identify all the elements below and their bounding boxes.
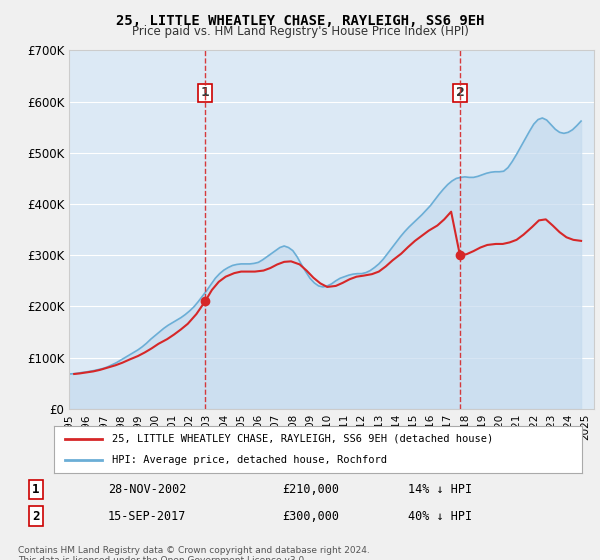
Text: 1: 1: [201, 86, 209, 99]
Text: 15-SEP-2017: 15-SEP-2017: [108, 510, 187, 522]
Text: 28-NOV-2002: 28-NOV-2002: [108, 483, 187, 496]
Text: 2: 2: [455, 86, 464, 99]
Text: 2: 2: [32, 510, 40, 522]
Text: HPI: Average price, detached house, Rochford: HPI: Average price, detached house, Roch…: [112, 455, 387, 465]
Text: 14% ↓ HPI: 14% ↓ HPI: [408, 483, 472, 496]
Text: £210,000: £210,000: [282, 483, 339, 496]
Text: 25, LITTLE WHEATLEY CHASE, RAYLEIGH, SS6 9EH: 25, LITTLE WHEATLEY CHASE, RAYLEIGH, SS6…: [116, 14, 484, 28]
Text: 1: 1: [32, 483, 40, 496]
Text: Contains HM Land Registry data © Crown copyright and database right 2024.
This d: Contains HM Land Registry data © Crown c…: [18, 546, 370, 560]
Text: 25, LITTLE WHEATLEY CHASE, RAYLEIGH, SS6 9EH (detached house): 25, LITTLE WHEATLEY CHASE, RAYLEIGH, SS6…: [112, 434, 493, 444]
Text: Price paid vs. HM Land Registry's House Price Index (HPI): Price paid vs. HM Land Registry's House …: [131, 25, 469, 38]
Text: £300,000: £300,000: [282, 510, 339, 522]
Text: 40% ↓ HPI: 40% ↓ HPI: [408, 510, 472, 522]
